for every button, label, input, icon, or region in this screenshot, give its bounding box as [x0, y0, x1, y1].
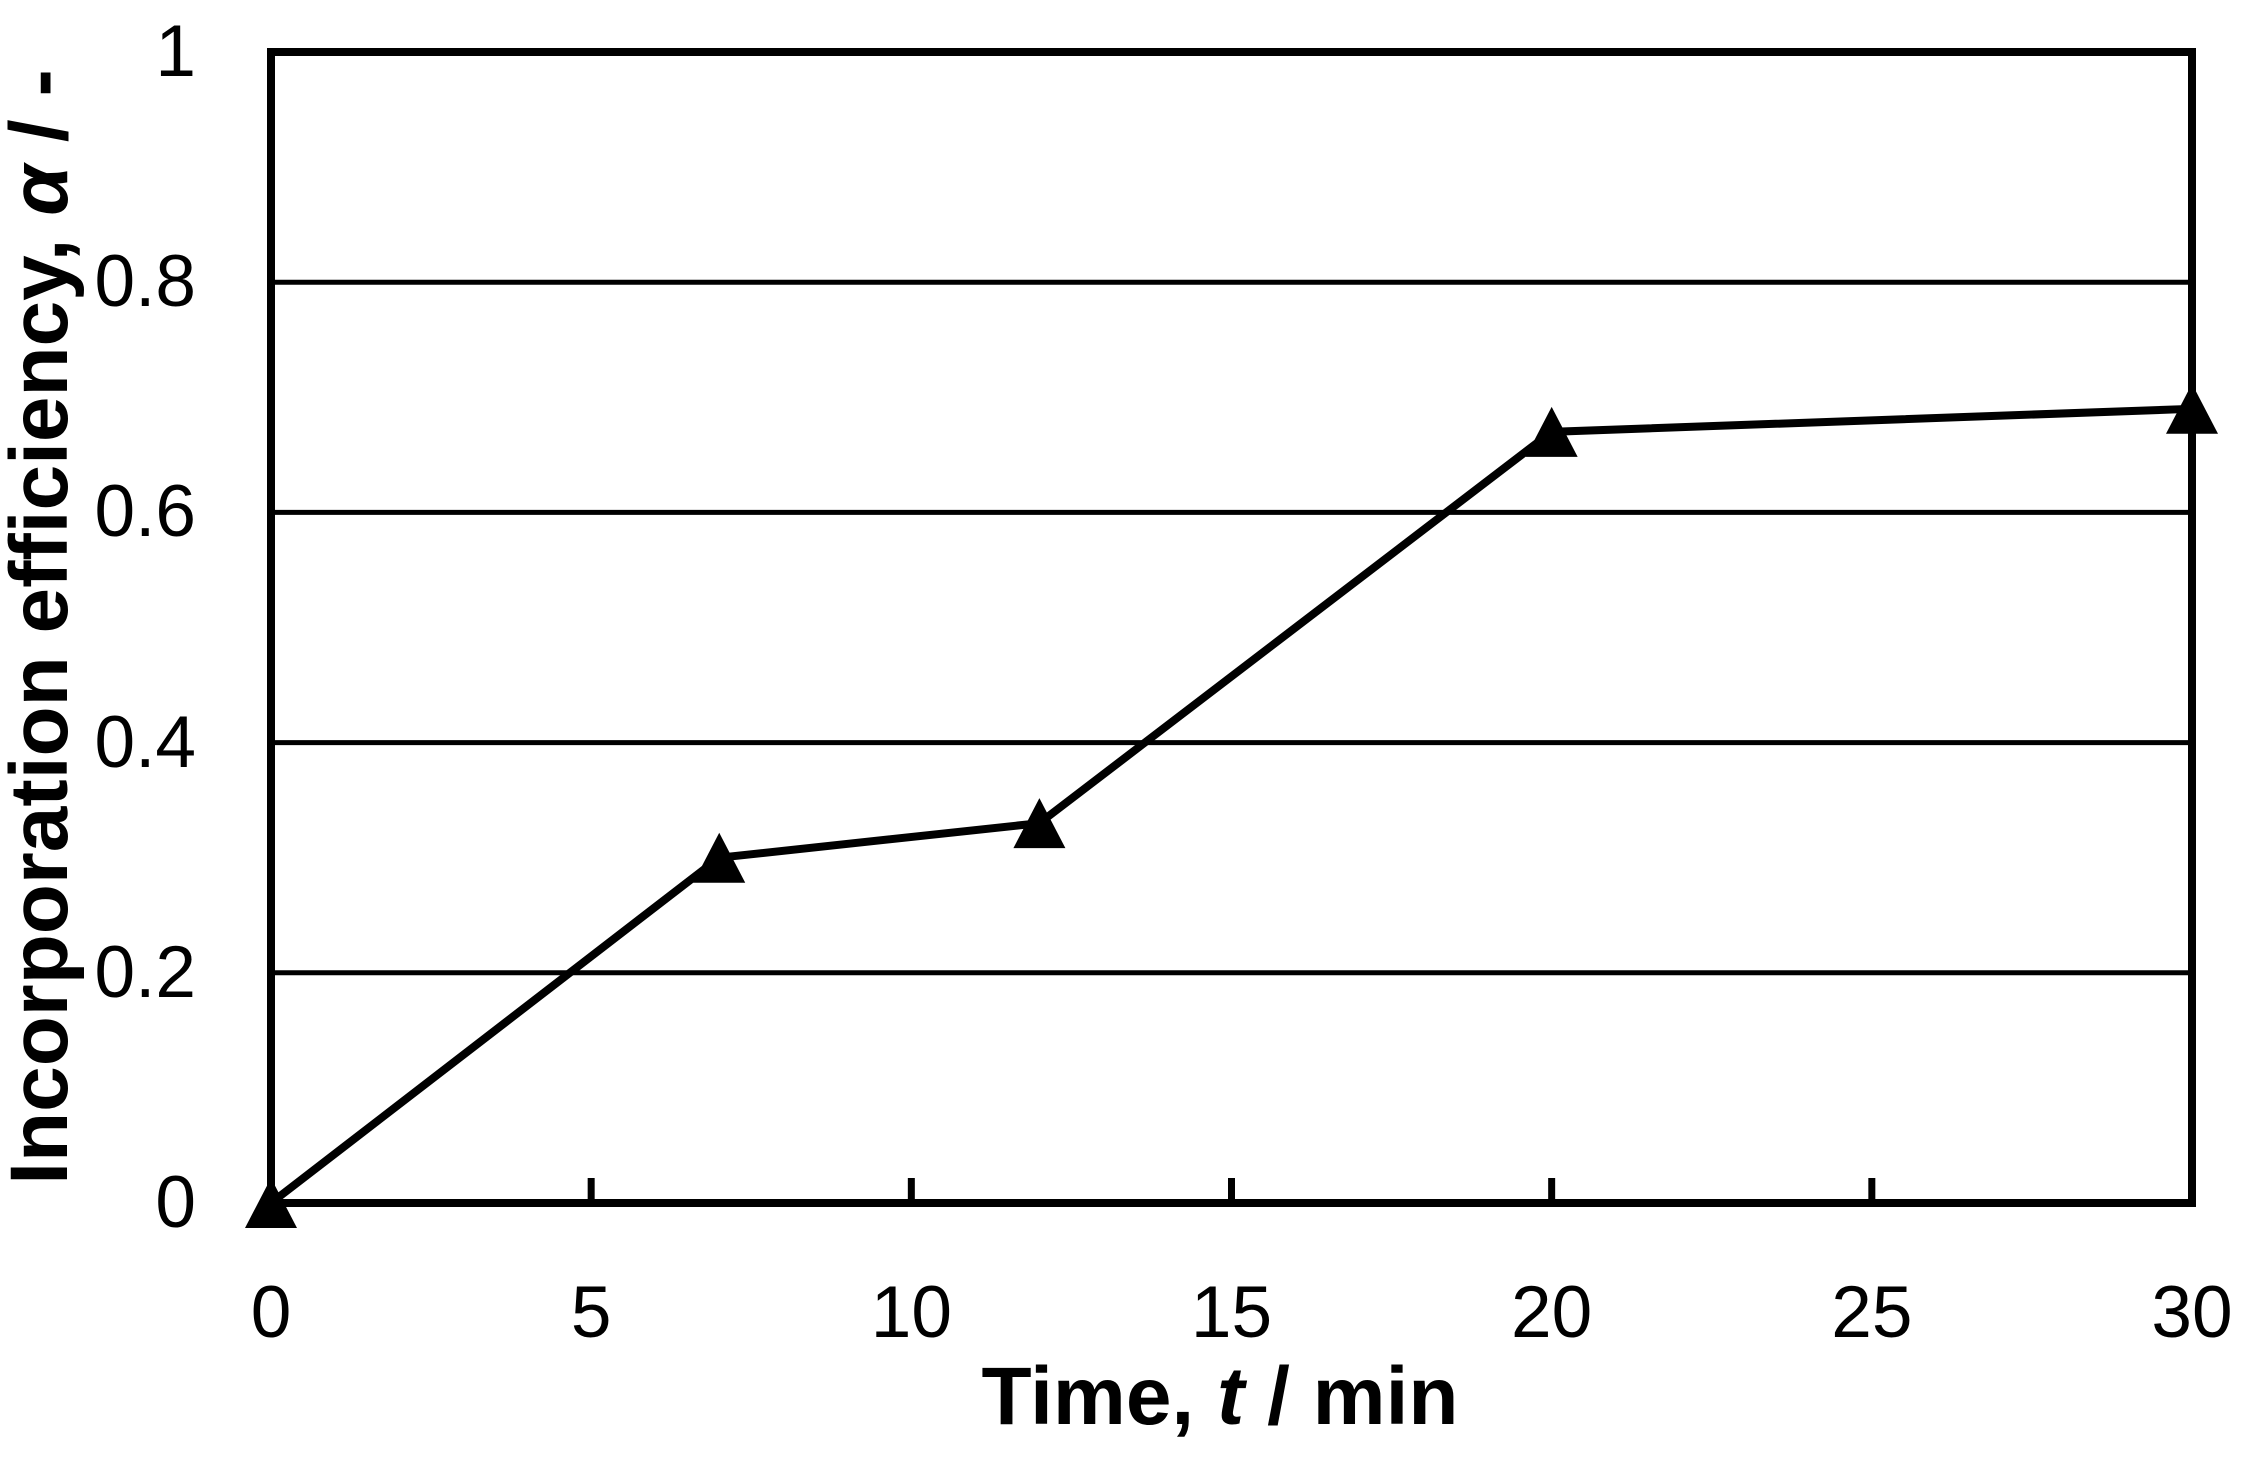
- x-axis-title-units: / min: [1244, 1351, 1459, 1442]
- x-axis-title: Time, t / min: [620, 1352, 1820, 1442]
- y-tick-label: 0.8: [94, 241, 196, 323]
- y-tick-label: 1: [155, 11, 196, 92]
- x-tick-label: 20: [1511, 1272, 1593, 1353]
- x-axis-title-text: Time,: [981, 1351, 1218, 1442]
- x-tick-label: 25: [1831, 1272, 1913, 1353]
- y-tick-label: 0.6: [94, 471, 196, 553]
- data-point-marker: [2166, 383, 2218, 434]
- x-tick-label: 15: [1190, 1272, 1273, 1353]
- data-point-marker: [693, 832, 746, 883]
- x-tick-label: 0: [250, 1272, 292, 1353]
- plot-frame: [267, 48, 2196, 1207]
- y-tick-label: 0.4: [94, 701, 196, 783]
- x-tick-label: 5: [570, 1272, 612, 1353]
- data-point-marker: [1525, 406, 1578, 457]
- x-tick-label: 30: [2151, 1272, 2233, 1353]
- data-line: [268, 404, 2193, 1207]
- x-axis-title-symbol-t: t: [1217, 1351, 1245, 1442]
- data-point-marker: [1013, 798, 1066, 849]
- x-tick-label: 10: [870, 1272, 952, 1353]
- data-point-marker: [245, 1178, 297, 1228]
- y-tick-label: 0.2: [94, 931, 196, 1013]
- y-tick-label: 0: [155, 1162, 196, 1243]
